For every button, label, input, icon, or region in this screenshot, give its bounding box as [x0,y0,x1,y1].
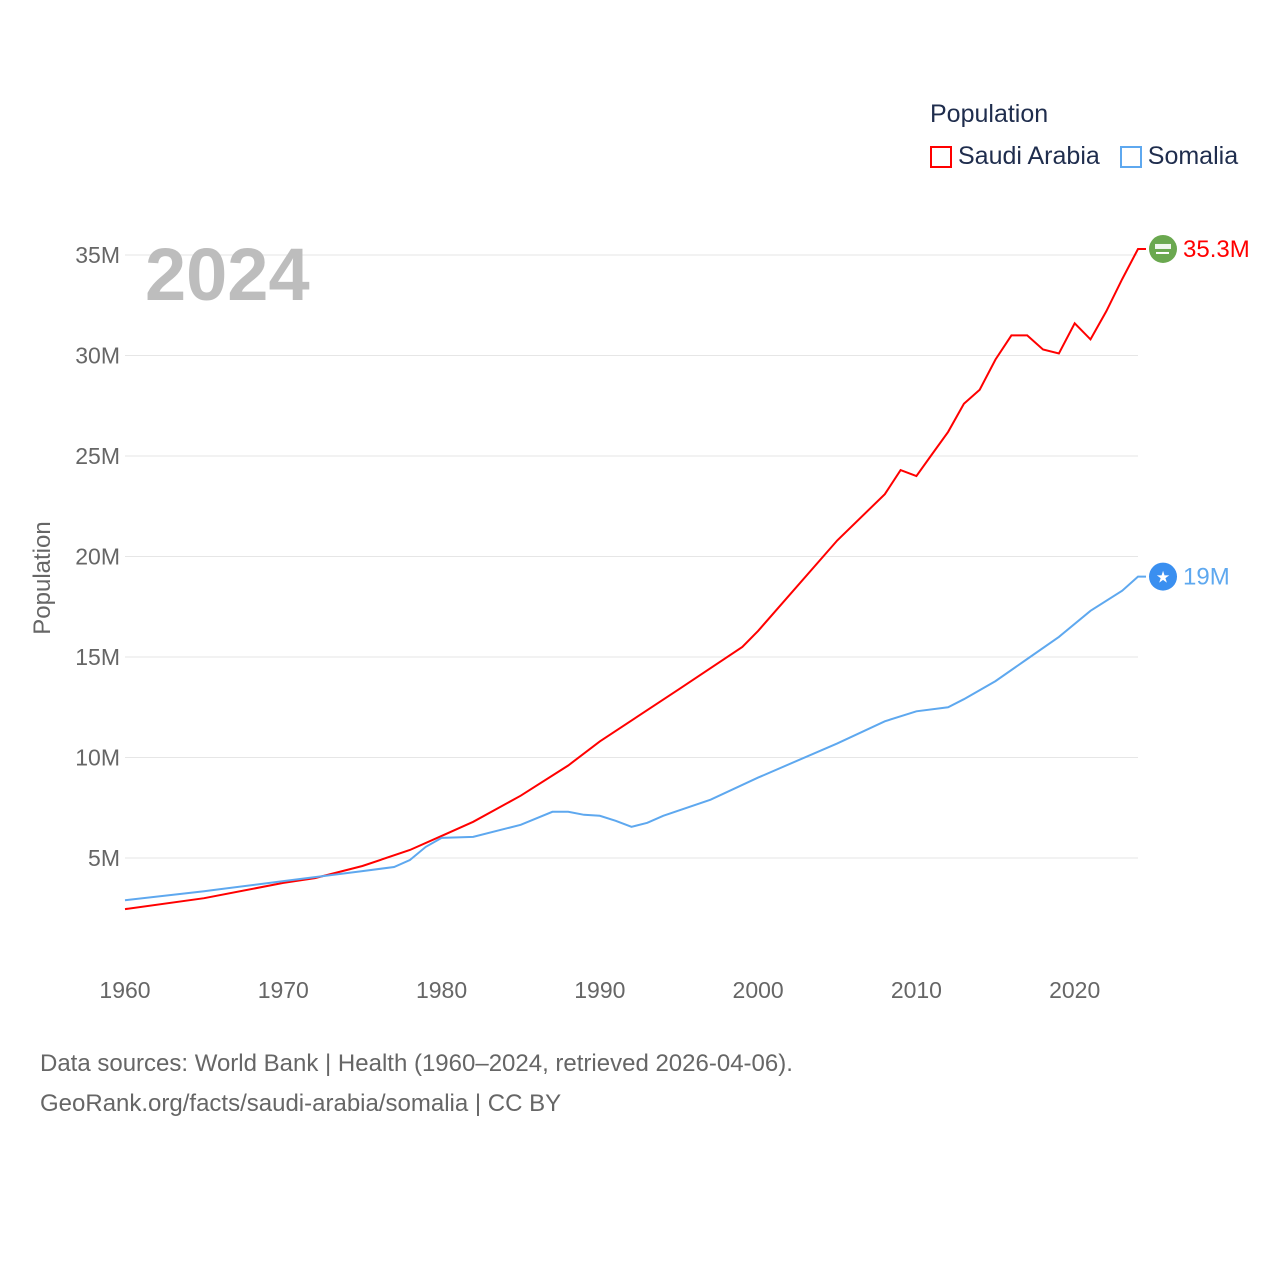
legend-item-saudi-arabia[interactable]: Saudi Arabia [930,142,1100,171]
saudi-arabia-flag-icon [1149,234,1177,263]
x-tick-label: 2020 [1049,977,1100,1003]
x-tick-label: 1990 [574,977,625,1003]
legend-swatch [1119,145,1142,168]
y-tick-label: 35M [75,242,120,268]
x-tick-label: 1960 [99,977,150,1003]
series-line-saudi-arabia [124,248,1146,911]
legend: Saudi Arabia Somalia [930,142,1238,171]
footer: Data sources: World Bank | Health (1960–… [40,1044,793,1124]
y-tick-label: 10M [75,745,120,771]
somalia-flag-icon: ★ [1149,562,1177,591]
x-tick-label: 2000 [733,977,784,1003]
x-tick-label: 1970 [258,977,309,1003]
y-tick-label: 30M [75,343,120,369]
x-tick-label: 2010 [891,977,942,1003]
data-sources-text: Data sources: World Bank | Health (1960–… [40,1050,793,1077]
svg-text:★: ★ [1156,570,1170,587]
y-axis-label: Population [29,521,56,634]
legend-swatch [930,145,952,168]
y-tick-label: 5M [88,845,120,871]
year-watermark: 2024 [145,233,310,316]
y-tick-label: 25M [75,443,120,469]
series-line-somalia [124,575,1146,902]
y-tick-label: 20M [75,544,120,570]
legend-label: Saudi Arabia [958,142,1100,170]
source-link[interactable]: GeoRank.org/facts/saudi-arabia/somalia |… [40,1090,562,1117]
end-value-label: 35.3M [1183,236,1250,263]
end-value-label: 19M [1183,564,1230,591]
legend-title: Population [930,100,1049,128]
x-tick-label: 1980 [416,977,467,1003]
legend-label: Somalia [1147,142,1239,170]
legend-item-somalia[interactable]: Somalia [1119,142,1239,171]
y-tick-label: 15M [75,644,120,670]
